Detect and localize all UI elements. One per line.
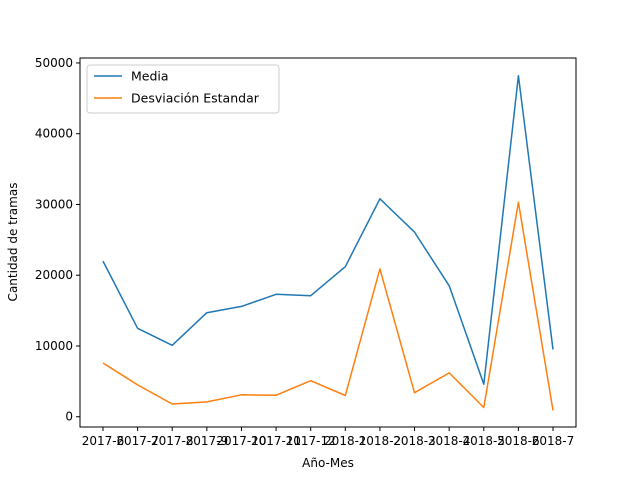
x-tick-label: 2018-1 <box>324 434 367 448</box>
y-axis: 0 10000 20000 30000 40000 50000 <box>35 56 80 424</box>
x-tick-label: 2018-3 <box>393 434 436 448</box>
y-tick-label: 10000 <box>35 339 73 353</box>
x-tick-label: 2017-8 <box>151 434 194 448</box>
x-tick-label: 2018-6 <box>497 434 540 448</box>
y-tick-label: 50000 <box>35 56 73 70</box>
y-tick-label: 0 <box>65 410 73 424</box>
plot-area <box>80 58 576 427</box>
x-tick-label: 2017-11 <box>251 434 301 448</box>
y-tick-label: 40000 <box>35 127 73 141</box>
y-axis-label: Cantidad de tramas <box>6 183 20 302</box>
legend-label: Desviación Estandar <box>131 91 260 106</box>
x-axis-label: Año-Mes <box>302 456 354 470</box>
legend-box <box>86 64 280 114</box>
x-tick-label: 2018-7 <box>532 434 575 448</box>
x-axis: 2017-62017-72017-82017-92017-102017-1120… <box>82 427 575 448</box>
x-tick-label: 2018-4 <box>428 434 471 448</box>
y-tick-label: 30000 <box>35 197 73 211</box>
series-line-0 <box>102 74 554 385</box>
x-tick-label: 2017-9 <box>186 434 229 448</box>
y-tick-label: 20000 <box>35 268 73 282</box>
x-tick-label: 2018-2 <box>359 434 402 448</box>
x-tick-label: 2017-6 <box>82 434 125 448</box>
x-tick-label: 2017-10 <box>216 434 266 448</box>
plot-frame <box>79 57 577 428</box>
legend-label: Media <box>131 69 169 84</box>
x-tick-label: 2017-7 <box>116 434 159 448</box>
x-tick-label: 2018-5 <box>463 434 506 448</box>
series-line-1 <box>102 201 554 411</box>
series-layer <box>102 74 554 411</box>
x-tick-label: 2017-12 <box>286 434 336 448</box>
legend: Media Desviación Estandar <box>86 64 280 114</box>
